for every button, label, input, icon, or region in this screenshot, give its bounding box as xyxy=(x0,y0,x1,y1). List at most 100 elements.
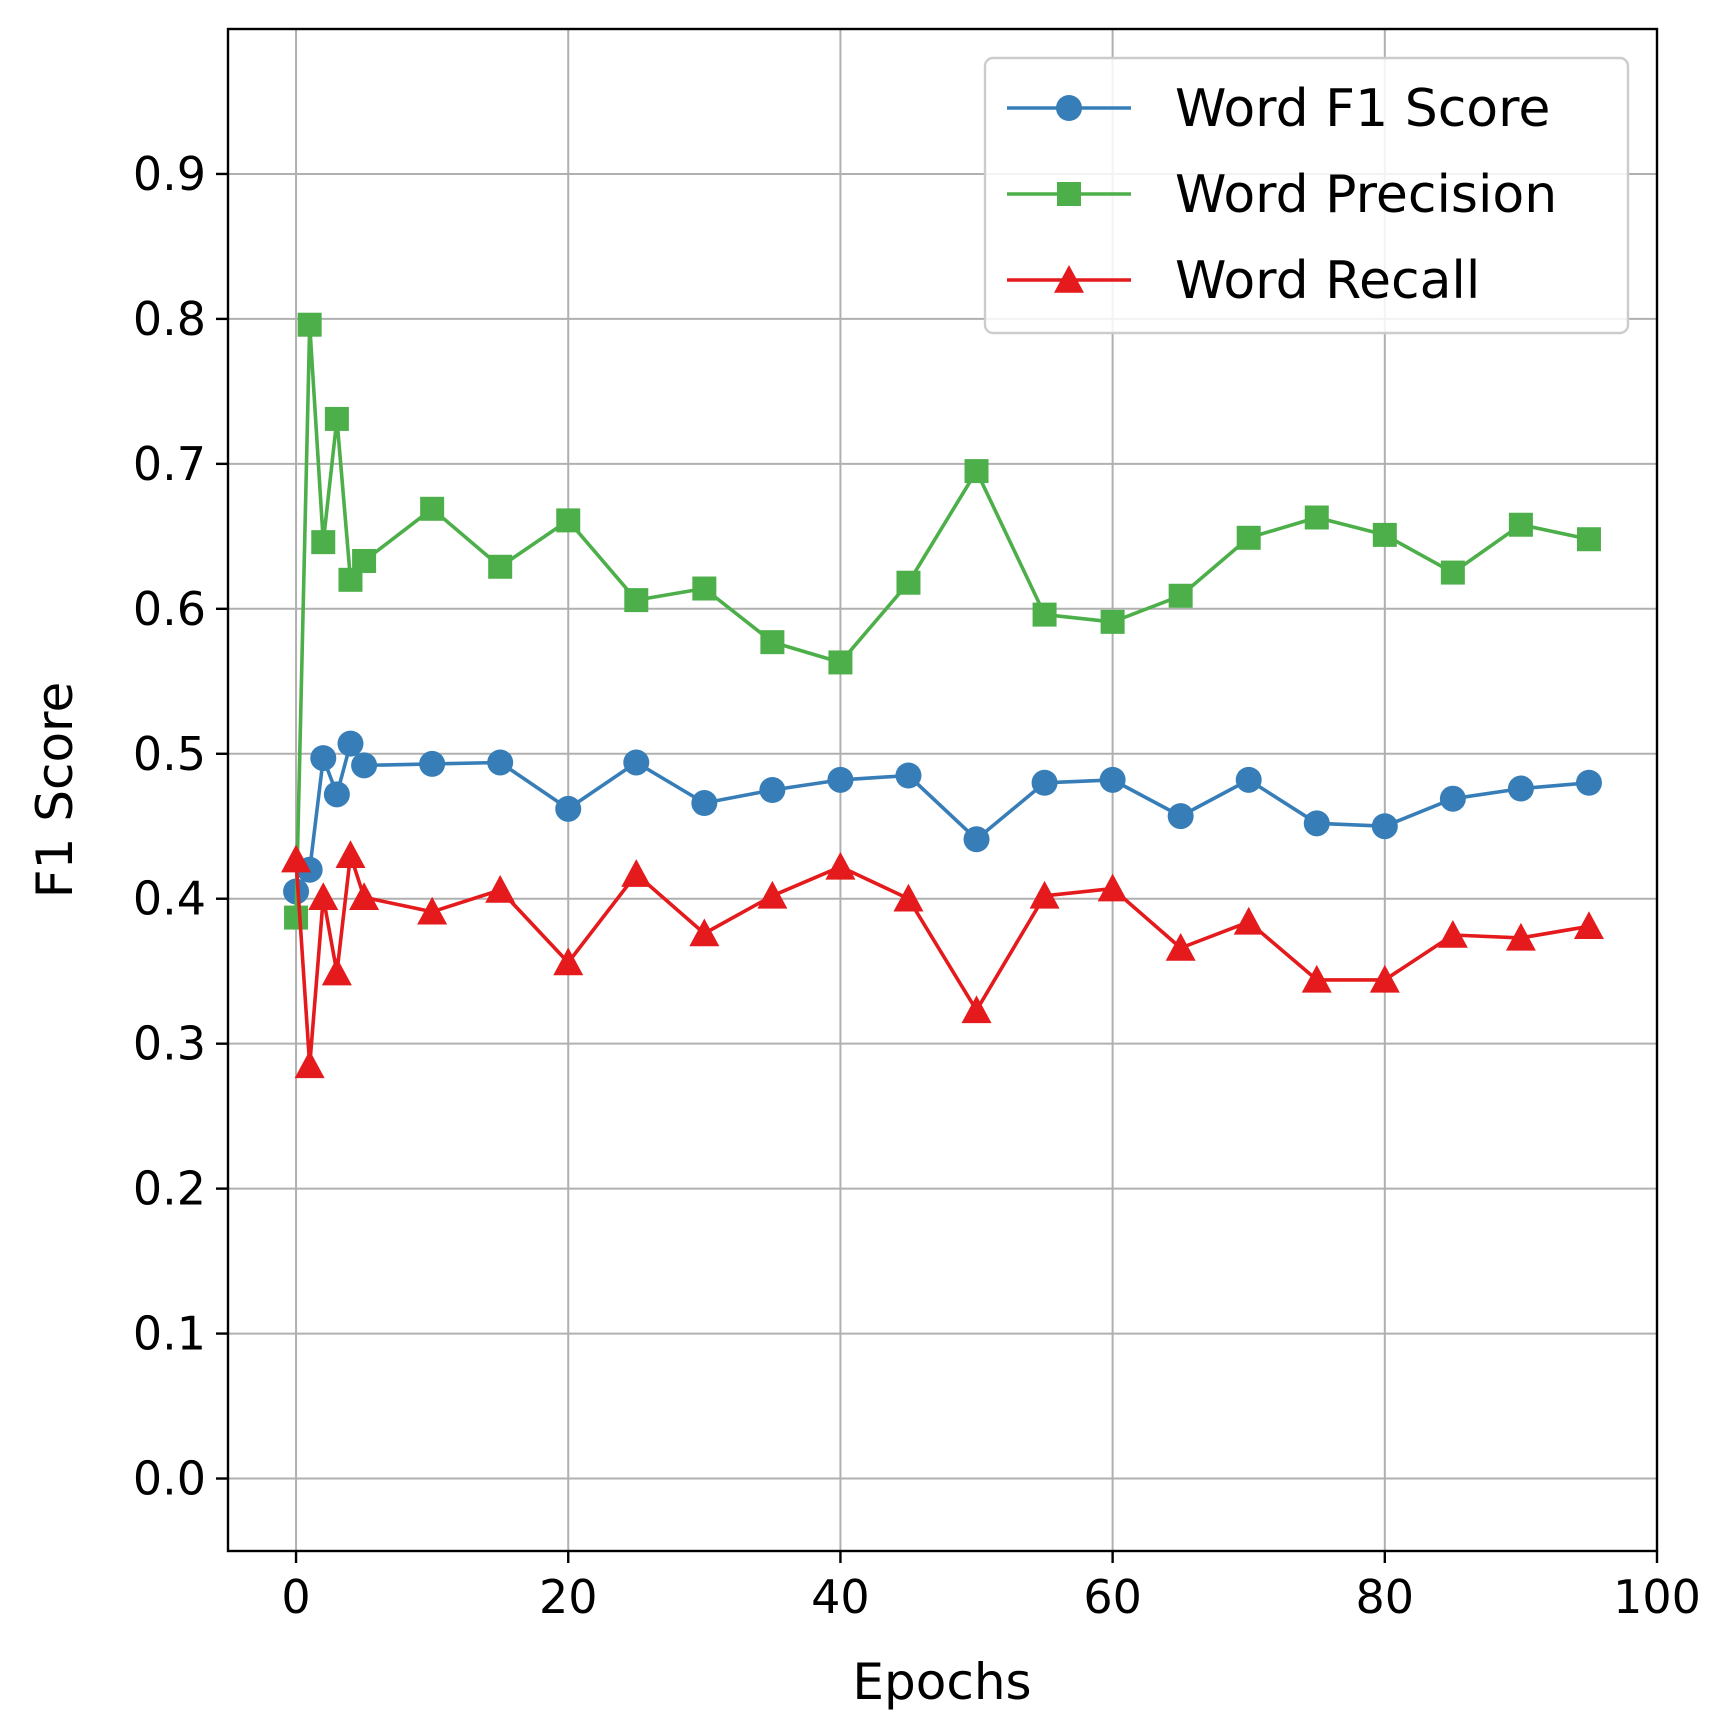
precision-point xyxy=(1372,522,1397,547)
recall-point xyxy=(294,1050,325,1079)
legend-label: Word Recall xyxy=(1175,251,1480,311)
precision-point xyxy=(556,508,581,533)
x-tick-label: 40 xyxy=(811,1570,870,1624)
f1-point xyxy=(1303,810,1330,837)
f1-point xyxy=(419,750,446,777)
y-axis-title: F1 Score xyxy=(26,682,84,899)
f1-point xyxy=(555,795,582,822)
f1-point xyxy=(1235,766,1262,793)
grid-lines xyxy=(228,29,1658,1551)
x-axis-title: Epochs xyxy=(852,1653,1031,1711)
precision-point xyxy=(297,312,322,337)
f1-point xyxy=(310,745,337,772)
f1-point xyxy=(1439,785,1466,812)
recall-point xyxy=(308,882,339,911)
precision-point xyxy=(692,576,717,601)
recall-point xyxy=(1097,873,1128,902)
y-tick-label: 0.1 xyxy=(133,1307,206,1361)
recall-point xyxy=(1233,906,1264,935)
recall-point xyxy=(1029,880,1060,909)
recall-point xyxy=(757,880,788,909)
recall-point xyxy=(621,859,652,887)
precision-point xyxy=(828,650,853,675)
f1-point xyxy=(323,781,350,808)
precision-point xyxy=(760,630,785,655)
f1-point xyxy=(1167,803,1194,830)
y-tick-label: 0.8 xyxy=(133,292,206,346)
x-tick-label: 60 xyxy=(1083,1570,1142,1624)
precision-point xyxy=(1440,560,1465,585)
precision-point xyxy=(311,530,336,555)
f1-point xyxy=(1575,769,1602,796)
precision-point xyxy=(1508,512,1533,537)
precision-point xyxy=(896,570,921,595)
precision-point xyxy=(1236,525,1261,550)
precision-point xyxy=(1100,609,1125,634)
f1-point xyxy=(759,777,786,803)
recall-point xyxy=(1369,964,1400,993)
recall-point xyxy=(893,883,924,912)
f1-point xyxy=(623,749,650,776)
f1-point xyxy=(1371,813,1398,840)
legend-box xyxy=(983,56,1630,335)
precision-series-line-group xyxy=(284,312,1601,930)
precision-point xyxy=(1576,527,1601,552)
legend-marker xyxy=(1054,265,1084,293)
f1-series-line-group xyxy=(283,730,1602,905)
recall-series-line xyxy=(294,853,1590,1068)
recall-point xyxy=(349,882,380,911)
f1-point xyxy=(1507,775,1534,802)
x-tick-label: 100 xyxy=(1613,1570,1701,1624)
recall-point xyxy=(321,957,352,986)
recall-series-line-group xyxy=(281,840,1604,1079)
plot-frame xyxy=(226,27,1659,1553)
legend-marker xyxy=(1056,95,1082,121)
f1-point xyxy=(691,790,718,817)
precision-point xyxy=(1032,602,1057,627)
y-tick-label: 0.6 xyxy=(133,582,206,636)
recall-point xyxy=(1301,964,1332,993)
precision-point xyxy=(420,496,445,521)
legend: Word F1 Score Word Precision Word Recall xyxy=(983,56,1630,335)
legend-marker xyxy=(1057,182,1081,206)
recall-point xyxy=(1573,911,1604,940)
f1-point xyxy=(487,749,514,776)
precision-point xyxy=(964,459,989,484)
precision-point xyxy=(624,588,649,613)
recall-point xyxy=(417,896,448,925)
legend-label: Word Precision xyxy=(1175,165,1557,225)
y-tick-label: 0.7 xyxy=(133,437,206,491)
recall-point xyxy=(961,995,992,1024)
recall-point xyxy=(825,851,856,880)
precision-point xyxy=(352,548,377,573)
recall-point xyxy=(1505,922,1536,951)
recall-point xyxy=(335,840,366,868)
precision-point xyxy=(488,554,513,579)
precision-point xyxy=(324,406,349,431)
y-tick-label: 0.9 xyxy=(133,147,206,201)
axis-ticks: 0 20 40 60 80 100 0.0 0.1 0.2 0.3 0.4 0.5 0.6 0.7 0.8 0… xyxy=(133,147,1701,1624)
legend-label: Word F1 Score xyxy=(1175,79,1550,139)
f1-point xyxy=(1031,769,1058,796)
precision-point xyxy=(1304,505,1329,530)
recall-point xyxy=(689,918,720,947)
y-tick-label: 0.5 xyxy=(133,727,206,781)
recall-point xyxy=(281,844,312,873)
y-tick-label: 0.4 xyxy=(133,872,206,926)
f1-point xyxy=(351,752,378,779)
x-tick-label: 0 xyxy=(281,1570,310,1624)
recall-point xyxy=(1165,932,1196,961)
f1-point xyxy=(827,766,854,793)
recall-point xyxy=(485,875,516,903)
y-tick-label: 0.2 xyxy=(133,1162,206,1216)
recall-point xyxy=(1437,919,1468,948)
x-tick-label: 20 xyxy=(539,1570,598,1624)
x-tick-label: 80 xyxy=(1356,1570,1415,1624)
series-layer xyxy=(281,312,1604,1079)
f1-point xyxy=(963,826,990,853)
f1-point xyxy=(1099,766,1126,793)
precision-point xyxy=(284,905,309,930)
recall-point xyxy=(553,947,584,976)
y-tick-label: 0.0 xyxy=(133,1452,206,1506)
